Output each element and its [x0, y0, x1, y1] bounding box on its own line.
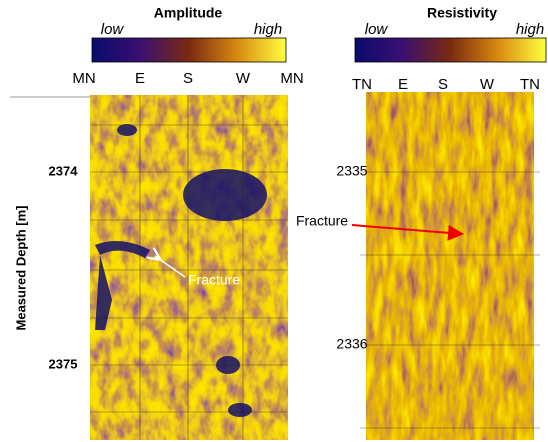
direction-label: W	[236, 70, 251, 87]
annotation-arrow	[351, 224, 464, 241]
annotation: Fracture	[188, 272, 240, 288]
panel-title: Resistivity	[427, 5, 497, 21]
depth-label: 2374	[49, 163, 79, 178]
colorbar	[354, 37, 547, 63]
image-grid	[360, 171, 540, 429]
image-grid	[90, 95, 288, 440]
direction-label: E	[135, 70, 145, 87]
annotation-arrow	[155, 256, 186, 278]
colorbar	[91, 37, 287, 63]
depth-label: 2335	[336, 163, 367, 179]
colorbar-high: high	[254, 21, 282, 38]
y-axis-label: Measured Depth [m]	[13, 206, 28, 331]
colorbar-low: low	[101, 21, 125, 38]
borehole-image	[90, 95, 288, 440]
amplitude-panel: Amplitude low high MN E S W MN 2374 2375…	[10, 5, 304, 440]
direction-label: TN	[352, 76, 372, 93]
depth-label: 2336	[336, 336, 367, 352]
colorbar-high: high	[516, 21, 544, 38]
pad-strips	[366, 92, 534, 440]
direction-label: S	[438, 76, 448, 93]
depth-label: 2375	[49, 356, 78, 371]
direction-label: S	[183, 70, 193, 87]
colorbar-low: low	[365, 21, 389, 38]
direction-label: E	[398, 76, 408, 93]
annotation: Fracture	[296, 213, 348, 229]
direction-label: TN	[520, 76, 540, 93]
panel-title: Amplitude	[154, 5, 223, 21]
direction-label: MN	[280, 70, 303, 87]
direction-label: W	[480, 76, 495, 93]
direction-label: MN	[72, 70, 95, 87]
resistivity-panel: Resistivity low high TN E S W TN 2335 23…	[296, 5, 547, 440]
